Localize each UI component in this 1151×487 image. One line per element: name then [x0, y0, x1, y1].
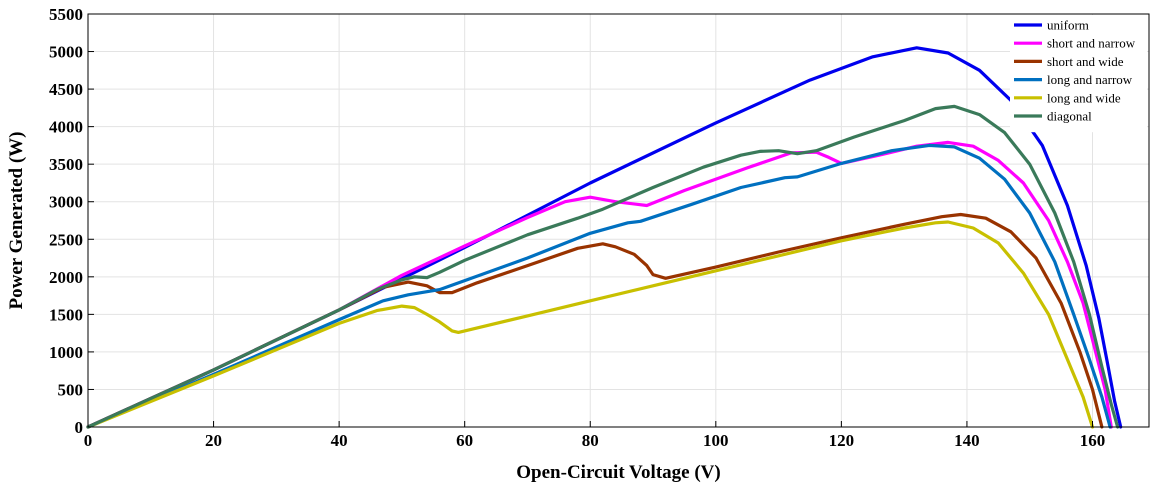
- legend-label: short and narrow: [1047, 36, 1136, 51]
- y-tick-label: 5500: [49, 5, 83, 24]
- y-tick-label: 3000: [49, 193, 83, 212]
- y-tick-label: 4500: [49, 80, 83, 99]
- x-tick-label: 100: [703, 431, 729, 450]
- y-tick-label: 3500: [49, 155, 83, 174]
- x-axis-title: Open-Circuit Voltage (V): [516, 462, 720, 483]
- x-tick-label: 0: [84, 431, 93, 450]
- y-tick-label: 2000: [49, 268, 83, 287]
- plot-frame: [87, 13, 1150, 428]
- y-tick-label: 1000: [49, 343, 83, 362]
- y-tick-label: 0: [75, 418, 84, 437]
- series-line-uniform: [86, 46, 1123, 429]
- x-tick-label: 80: [582, 431, 599, 450]
- x-tick-label: 60: [456, 431, 473, 450]
- legend-label: long and wide: [1047, 90, 1121, 105]
- series-line-long-and-wide: [86, 220, 1095, 429]
- x-tick-label: 20: [205, 431, 222, 450]
- series-line-long-and-narrow: [86, 143, 1112, 429]
- y-tick-label: 500: [58, 380, 84, 399]
- legend-label: uniform: [1047, 18, 1089, 33]
- series-line-diagonal: [86, 104, 1120, 429]
- series-line-short-and-wide: [86, 212, 1104, 429]
- x-tick-label: 160: [1080, 431, 1106, 450]
- legend-label: short and wide: [1047, 54, 1124, 69]
- legend: uniform short and narrow short and wide lon…: [1010, 15, 1147, 133]
- y-tick-label: 5000: [49, 43, 83, 62]
- x-tick-label: 40: [331, 431, 348, 450]
- series-lines: [86, 46, 1123, 429]
- series-line-short-and-narrow: [86, 140, 1113, 429]
- x-tick-label: 140: [954, 431, 980, 450]
- y-axis-title: Power Generated (W): [6, 132, 27, 310]
- axis-ticks: 0 20 40 60 80 100 120 140 160 0 500 1000 1500 2000 250…: [49, 5, 1105, 450]
- y-tick-label: 2500: [49, 230, 83, 249]
- legend-label: diagonal: [1047, 109, 1092, 124]
- legend-label: long and narrow: [1047, 72, 1133, 87]
- y-tick-label: 4000: [49, 118, 83, 137]
- x-tick-label: 120: [829, 431, 855, 450]
- y-tick-label: 1500: [49, 305, 83, 324]
- legend-box: [1010, 15, 1147, 133]
